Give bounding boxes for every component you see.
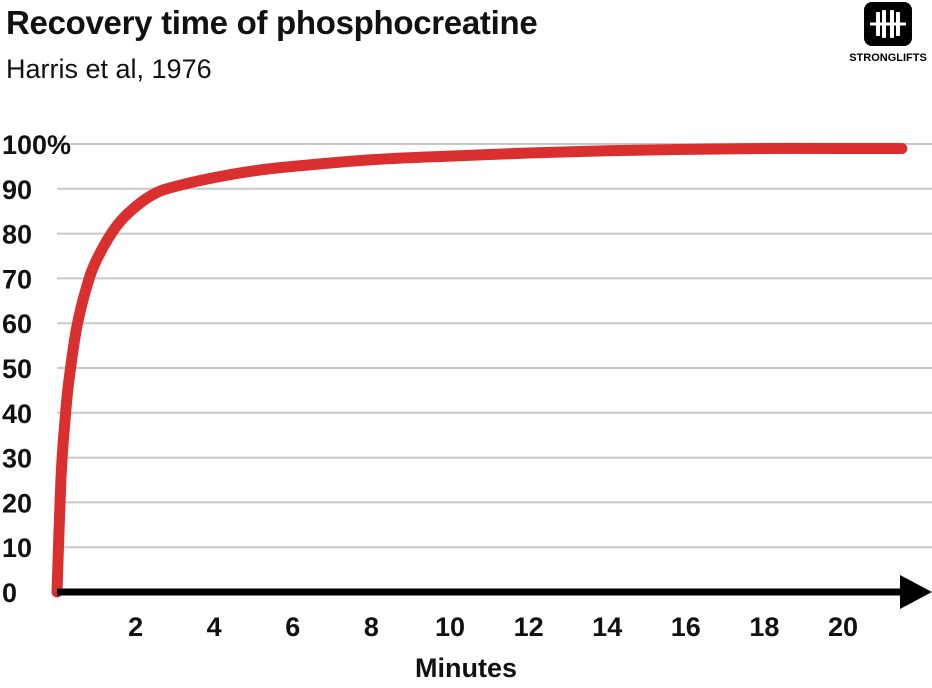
x-tick-label: 12 — [514, 612, 544, 642]
x-tick-label: 10 — [435, 612, 465, 642]
x-axis-ticks: 2 4 6 8 10 12 14 16 18 20 — [128, 612, 858, 642]
y-tick-label: 30 — [2, 444, 32, 474]
x-tick-label: 4 — [207, 612, 222, 642]
x-tick-label: 18 — [749, 612, 779, 642]
x-axis-label: Minutes — [415, 653, 517, 683]
y-tick-label: 0 — [2, 578, 17, 608]
x-axis — [57, 575, 932, 609]
y-tick-label: 40 — [2, 399, 32, 429]
chart-title: Recovery time of phosphocreatine — [6, 4, 538, 41]
x-tick-label: 16 — [671, 612, 701, 642]
y-tick-label: 70 — [2, 264, 32, 294]
logo-text: STRONGLIFTS — [849, 52, 927, 64]
x-axis-arrow — [900, 575, 932, 609]
series-line — [51, 142, 908, 598]
x-tick-label: 6 — [285, 612, 300, 642]
chart-subtitle: Harris et al, 1976 — [6, 54, 212, 84]
x-tick-label: 8 — [364, 612, 379, 642]
y-tick-label: 20 — [2, 488, 32, 518]
barbell-icon — [864, 2, 912, 46]
x-tick-label: 20 — [828, 612, 858, 642]
series-layer — [51, 142, 908, 598]
y-tick-label: 60 — [2, 309, 32, 339]
y-tick-label: 90 — [2, 175, 32, 205]
y-tick-label: 50 — [2, 354, 32, 384]
stronglifts-logo: STRONGLIFTS — [844, 2, 932, 64]
y-tick-label: 80 — [2, 220, 32, 250]
y-axis-ticks: 0 10 20 30 40 50 60 70 80 90 100% — [2, 130, 71, 608]
y-tick-label: 10 — [2, 533, 32, 563]
y-tick-label: 100% — [2, 130, 71, 160]
grid-lines — [57, 143, 932, 549]
x-tick-label: 2 — [128, 612, 143, 642]
x-tick-label: 14 — [592, 612, 622, 642]
